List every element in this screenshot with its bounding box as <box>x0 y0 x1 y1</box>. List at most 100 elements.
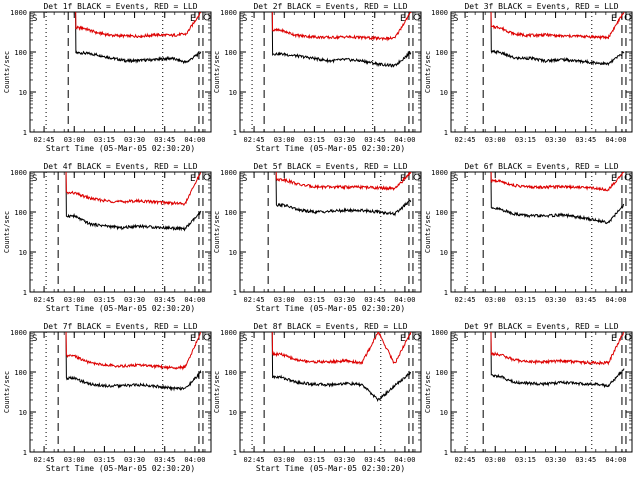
corner-label-start: S <box>453 174 458 184</box>
x-tick-label: 03:15 <box>304 456 325 464</box>
plot-frame <box>239 331 422 453</box>
series-line-lld <box>490 172 625 192</box>
x-axis-label: Start Time (05-Mar-05 02:30:20) <box>256 464 405 473</box>
x-tick-label: 03:00 <box>274 456 295 464</box>
y-tick-label: 100 <box>14 369 27 377</box>
y-tick-label: 1000 <box>220 329 237 337</box>
x-tick-label: 03:00 <box>485 136 506 144</box>
panel-title: Det 7f BLACK = Events, RED = LLD <box>43 322 197 331</box>
x-tick-label: 03:30 <box>334 456 355 464</box>
corner-marker <box>203 333 211 341</box>
corner-label-end: E <box>190 174 195 184</box>
x-tick-label: 03:15 <box>304 296 325 304</box>
y-tick-label: 10 <box>440 409 448 417</box>
corner-label-end: E <box>400 14 405 24</box>
corner-label-start: S <box>453 334 458 344</box>
series-line-events <box>75 12 202 65</box>
y-tick-label: 10 <box>19 409 27 417</box>
x-tick-label: 04:00 <box>184 136 205 144</box>
x-tick-label: 03:30 <box>545 456 566 464</box>
x-axis-label: Start Time (05-Mar-05 02:30:20) <box>256 304 405 313</box>
x-tick-label: 04:00 <box>184 456 205 464</box>
panel-title: Det 2f BLACK = Events, RED = LLD <box>253 2 407 11</box>
x-tick-label: 03:30 <box>334 136 355 144</box>
series-line-lld <box>275 172 412 191</box>
x-tick-label: 03:30 <box>124 456 145 464</box>
x-tick-label: 04:00 <box>394 456 415 464</box>
corner-marker <box>413 173 421 181</box>
panel-6: Det 6f BLACK = Events, RED = LLD 1 10 100 10… <box>424 162 633 304</box>
x-tick-label: 03:45 <box>575 456 596 464</box>
x-tick-label: 02:45 <box>244 296 265 304</box>
y-axis-label: Counts/sec <box>424 51 432 93</box>
x-tick-label: 03:15 <box>515 136 536 144</box>
y-axis-label: Counts/sec <box>424 371 432 413</box>
y-tick-label: 100 <box>224 369 237 377</box>
y-tick-label: 1000 <box>431 9 448 17</box>
x-axis-label: Start Time (05-Mar-05 02:30:20) <box>46 144 195 153</box>
x-tick-label: 04:00 <box>605 456 626 464</box>
plot-frame <box>450 11 633 133</box>
x-tick-label: 03:45 <box>575 296 596 304</box>
y-tick-label: 1 <box>23 449 27 457</box>
x-tick-label: 03:15 <box>515 296 536 304</box>
y-tick-label: 1000 <box>220 9 237 17</box>
x-axis-label: Start Time (05-Mar-05 02:30:20) <box>46 464 195 473</box>
x-tick-label: 02:45 <box>244 456 265 464</box>
x-tick-label: 03:45 <box>575 136 596 144</box>
y-tick-label: 10 <box>19 89 27 97</box>
panel-9: Det 9f BLACK = Events, RED = LLD 1 10 100 10… <box>424 322 633 464</box>
y-tick-label: 1 <box>233 289 237 297</box>
series-line-lld <box>271 12 412 42</box>
corner-label-end: E <box>190 334 195 344</box>
x-tick-label: 02:45 <box>34 136 55 144</box>
x-tick-label: 02:45 <box>455 296 476 304</box>
x-tick-label: 03:45 <box>364 296 385 304</box>
x-tick-label: 04:00 <box>605 136 626 144</box>
series-line-events <box>490 332 625 389</box>
series-line-lld <box>490 332 625 366</box>
x-tick-label: 03:30 <box>545 136 566 144</box>
corner-marker <box>624 173 632 181</box>
x-tick-label: 02:45 <box>455 456 476 464</box>
x-tick-label: 02:45 <box>34 456 55 464</box>
x-tick-label: 03:15 <box>515 456 536 464</box>
y-tick-label: 1000 <box>431 169 448 177</box>
x-tick-label: 03:45 <box>154 136 175 144</box>
y-tick-label: 1 <box>23 129 27 137</box>
panel-title: Det 6f BLACK = Events, RED = LLD <box>464 162 618 171</box>
series-line-events <box>490 172 625 225</box>
series-line-events <box>271 12 412 68</box>
x-tick-label: 03:15 <box>94 296 115 304</box>
x-tick-label: 02:45 <box>34 296 55 304</box>
corner-marker <box>624 13 632 21</box>
corner-marker <box>624 333 632 341</box>
x-tick-label: 03:30 <box>545 296 566 304</box>
y-tick-label: 100 <box>14 49 27 57</box>
x-axis-label: Start Time (05-Mar-05 02:30:20) <box>256 144 405 153</box>
x-tick-label: 03:15 <box>304 136 325 144</box>
corner-label-end: E <box>611 174 616 184</box>
series-line-events <box>271 332 412 403</box>
y-axis-label: Counts/sec <box>213 371 221 413</box>
x-tick-label: 04:00 <box>184 296 205 304</box>
x-tick-label: 03:00 <box>274 296 295 304</box>
x-tick-label: 02:45 <box>455 136 476 144</box>
plot-frame <box>29 171 212 293</box>
panel-1: Det 1f BLACK = Events, RED = LLD 1 10 100 10… <box>3 2 212 153</box>
x-tick-label: 04:00 <box>394 136 415 144</box>
panel-4: Det 4f BLACK = Events, RED = LLD 1 10 100 10… <box>3 162 212 313</box>
corner-label-end: E <box>611 14 616 24</box>
y-axis-label: Counts/sec <box>213 51 221 93</box>
x-tick-label: 04:00 <box>394 296 415 304</box>
x-tick-label: 03:00 <box>64 136 85 144</box>
y-tick-label: 10 <box>229 409 237 417</box>
corner-marker <box>413 13 421 21</box>
series-line-events <box>275 172 412 217</box>
corner-label-start: S <box>32 174 37 184</box>
corner-label-start: S <box>242 334 247 344</box>
y-tick-label: 10 <box>19 249 27 257</box>
plot-frame <box>239 11 422 133</box>
x-tick-label: 03:30 <box>334 296 355 304</box>
